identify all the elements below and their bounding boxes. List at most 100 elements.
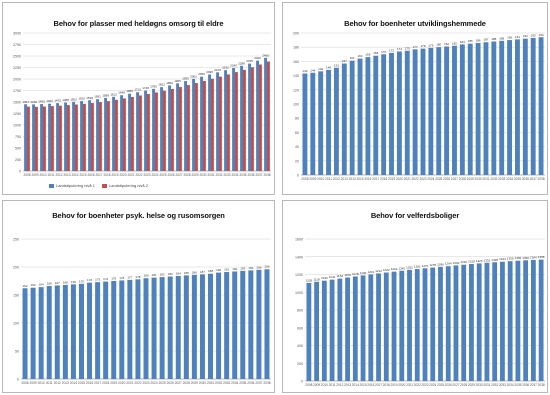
bar xyxy=(192,78,195,171)
bar xyxy=(264,269,270,379)
data-label: 166 xyxy=(47,282,52,286)
data-label: 2050 xyxy=(198,72,205,76)
bar xyxy=(187,85,190,171)
bar xyxy=(191,274,197,379)
y-tick-label: 3000 xyxy=(13,32,21,36)
y-tick-label: 1500 xyxy=(13,101,21,105)
data-label: 185 xyxy=(468,39,473,43)
bar xyxy=(123,98,126,171)
x-tick-label: 2038 xyxy=(263,381,270,385)
bar xyxy=(538,37,544,176)
y-tick-label: 500 xyxy=(15,147,21,151)
data-label: 1344 xyxy=(499,257,506,261)
bar xyxy=(337,278,343,381)
bar xyxy=(104,97,107,171)
bar xyxy=(135,279,141,379)
bar xyxy=(163,90,166,171)
data-label: 1612 xyxy=(110,92,117,96)
bar xyxy=(27,106,30,171)
y-tick-label: 800 xyxy=(297,309,303,313)
x-tick-label: 2011 xyxy=(329,383,336,387)
legend-swatch-blue xyxy=(49,183,54,188)
bar xyxy=(357,58,363,176)
bar xyxy=(326,69,331,175)
data-label: 195 xyxy=(256,265,261,269)
data-label: 1448 xyxy=(30,100,37,104)
y-tick-label: 1600 xyxy=(295,238,303,242)
x-tick-label: 2037 xyxy=(530,177,537,181)
data-label: 1294 xyxy=(445,262,452,266)
bar xyxy=(507,261,513,381)
x-tick-label: 2009 xyxy=(309,177,316,181)
y-tick-label: 40 xyxy=(295,145,299,149)
x-tick-label: 2016 xyxy=(367,383,374,387)
bar xyxy=(492,262,498,381)
y-tick-label: 60 xyxy=(295,131,299,135)
data-label: 1475 xyxy=(54,99,61,103)
chart-title-velferd: Behov for velferdsboliger xyxy=(370,211,460,220)
bar xyxy=(95,282,101,379)
x-tick-label: 2022 xyxy=(414,383,421,387)
x-tick-label: 2022 xyxy=(134,381,141,385)
data-label: 1520 xyxy=(78,97,85,101)
data-label: 2400 xyxy=(254,56,261,60)
bar xyxy=(538,259,544,381)
bar xyxy=(203,80,206,171)
bar xyxy=(235,72,238,171)
bar xyxy=(147,93,150,171)
y-tick-label: 0 xyxy=(17,378,19,382)
data-label: 190 xyxy=(507,36,512,40)
chart-title-utviklingshemmede: Behov for boenheter utviklingshemmede xyxy=(344,19,486,28)
data-label: 163 xyxy=(31,283,36,287)
data-label: 2098 xyxy=(206,70,213,74)
x-tick-label: 2025 xyxy=(159,381,166,385)
bar xyxy=(120,95,123,171)
data-label: 2192 xyxy=(222,66,229,70)
data-label: 194 xyxy=(248,266,253,270)
x-tick-label: 2033 xyxy=(223,381,230,385)
data-label: 178 xyxy=(135,275,140,279)
bar xyxy=(381,54,387,175)
y-tick-label: 120 xyxy=(293,88,299,92)
data-label: 193 xyxy=(240,266,245,270)
bar xyxy=(500,261,505,381)
bar xyxy=(422,268,428,381)
bar xyxy=(459,44,465,175)
x-tick-label: 2020 xyxy=(398,383,405,387)
x-tick-label: 2010 xyxy=(39,173,46,177)
x-tick-label: 2028 xyxy=(460,383,467,387)
x-tick-label: 2029 xyxy=(191,381,198,385)
x-tick-label: 2030 xyxy=(475,177,482,181)
x-tick-label: 2017 xyxy=(372,177,379,181)
data-label: 182 xyxy=(160,273,165,277)
y-tick-label: 140 xyxy=(293,74,299,78)
data-label: 1368 xyxy=(538,255,545,259)
bar xyxy=(72,101,75,171)
bar xyxy=(195,83,198,171)
bar xyxy=(259,64,262,171)
bar xyxy=(107,101,110,171)
x-tick-label: 2013 xyxy=(63,173,70,177)
bar xyxy=(216,72,219,171)
x-tick-label: 2010 xyxy=(38,381,45,385)
bar xyxy=(412,49,418,175)
x-tick-label: 2027 xyxy=(452,383,459,387)
chart-panel-velferd: Behov for velferdsboliger 0 200 400 600 800 1… xyxy=(282,200,548,393)
bar xyxy=(515,260,521,381)
y-tick-label: 200 xyxy=(293,32,299,36)
bar xyxy=(333,67,339,175)
data-label: 187 xyxy=(200,270,205,274)
y-tick-label: 2500 xyxy=(13,55,21,59)
x-tick-label: 2022 xyxy=(135,173,142,177)
bar xyxy=(99,102,102,171)
data-label: 170 xyxy=(381,50,386,54)
data-label: 1201 xyxy=(367,270,374,274)
data-label: 1190 xyxy=(360,271,367,275)
chart-svg-eldre: 0 250 500 750 1000 1250 1500 1750 2000 2250 2500 27… xyxy=(13,32,271,177)
data-label: 183 xyxy=(168,272,173,276)
bar xyxy=(51,106,54,171)
bar xyxy=(219,76,222,171)
data-label: 192 xyxy=(523,34,528,38)
x-tick-label: 2020 xyxy=(396,177,403,181)
data-label: 177 xyxy=(413,45,418,49)
